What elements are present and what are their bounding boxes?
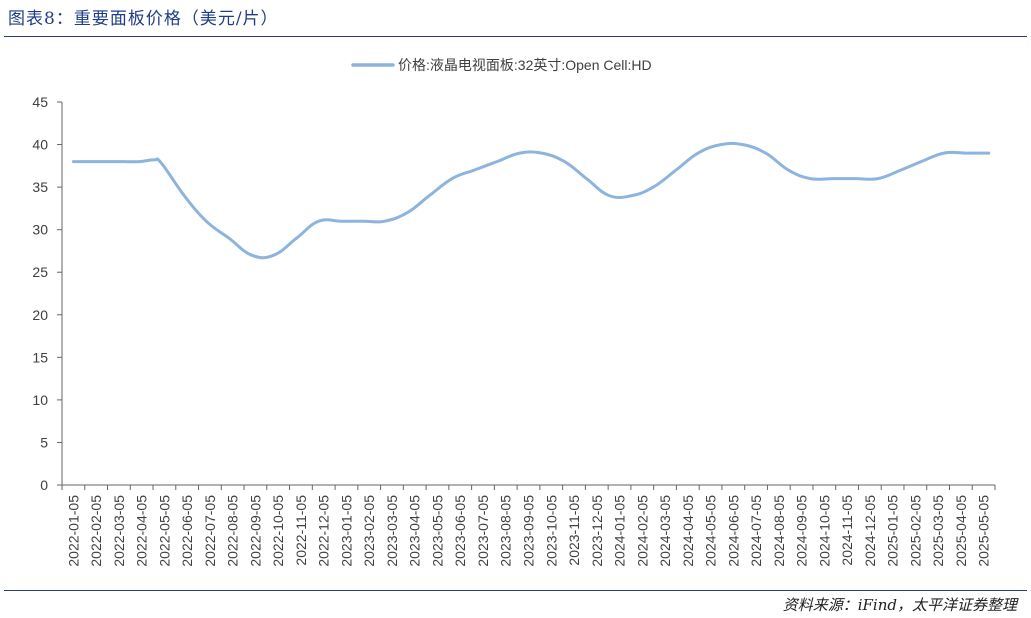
x-tick-label: 2024-03-05 — [657, 495, 673, 567]
figure-title: 图表8：重要面板价格（美元/片） — [8, 9, 279, 29]
x-tick-label: 2023-06-05 — [452, 495, 468, 567]
x-tick-label: 2023-09-05 — [521, 495, 537, 567]
bottom-rule — [4, 590, 1027, 591]
x-tick-label: 2022-04-05 — [134, 495, 150, 567]
y-tick-label: 30 — [32, 222, 48, 238]
x-tick-label: 2022-08-05 — [225, 495, 241, 567]
x-tick-label: 2023-08-05 — [498, 495, 514, 567]
x-tick-label: 2022-07-05 — [202, 495, 218, 567]
x-tick-label: 2024-01-05 — [612, 495, 628, 567]
x-tick-label: 2022-12-05 — [316, 495, 332, 567]
x-tick-label: 2024-08-05 — [771, 495, 787, 567]
y-tick-label: 5 — [40, 434, 48, 450]
x-tick-label: 2023-03-05 — [384, 495, 400, 567]
legend: 价格:液晶电视面板:32英寸:Open Cell:HD — [351, 57, 652, 73]
x-tick-label: 2023-10-05 — [543, 495, 559, 567]
source-note: 资料来源：iFind，太平洋证券整理 — [782, 596, 1017, 614]
x-tick-label: 2024-05-05 — [703, 495, 719, 567]
x-tick-label: 2022-09-05 — [247, 495, 263, 567]
x-tick-label: 2025-02-05 — [907, 495, 923, 567]
y-tick-label: 20 — [32, 307, 48, 323]
x-tick-label: 2025-03-05 — [930, 495, 946, 567]
x-tick-label: 2023-02-05 — [361, 495, 377, 567]
x-tick-label: 2024-11-05 — [839, 495, 855, 566]
x-tick-label: 2023-04-05 — [407, 495, 423, 567]
x-tick-label: 2024-02-05 — [634, 495, 650, 567]
x-tick-label: 2024-09-05 — [794, 495, 810, 567]
x-tick-label: 2024-10-05 — [816, 495, 832, 567]
x-tick-label: 2022-05-05 — [156, 495, 172, 567]
x-tick-label: 2022-11-05 — [293, 495, 309, 566]
x-tick-label: 2024-12-05 — [862, 495, 878, 567]
x-tick-label: 2022-02-05 — [88, 495, 104, 567]
x-tick-label: 2025-04-05 — [953, 495, 969, 567]
y-tick-label: 35 — [32, 179, 48, 195]
x-tick-label: 2022-01-05 — [65, 495, 81, 567]
x-tick-label: 2023-12-05 — [589, 495, 605, 567]
y-tick-label: 25 — [32, 264, 48, 280]
legend-label: 价格:液晶电视面板:32英寸:Open Cell:HD — [398, 57, 652, 73]
x-tick-label: 2022-06-05 — [179, 495, 195, 567]
x-tick-label: 2025-01-05 — [885, 495, 901, 567]
y-tick-label: 40 — [32, 137, 48, 153]
x-tick-label: 2023-01-05 — [338, 495, 354, 567]
line-chart: 价格:液晶电视面板:32英寸:Open Cell:HD 0 5 10 15 20 25 30… — [32, 57, 996, 567]
x-tick-label: 2023-07-05 — [475, 495, 491, 567]
x-tick-label: 2024-04-05 — [680, 495, 696, 567]
y-axis-ticks: 0 5 10 15 20 25 30 35 40 45 — [32, 94, 62, 493]
x-tick-label: 2023-11-05 — [566, 495, 582, 566]
series-line — [71, 141, 991, 260]
x-tick-label: 2023-05-05 — [429, 495, 445, 567]
y-tick-label: 45 — [32, 94, 48, 110]
x-axis-ticks: 2022-01-05 2022-02-05 2022-03-05 2022-04-05… — [61, 485, 996, 567]
y-tick-label: 0 — [40, 477, 48, 493]
x-tick-label: 2025-05-05 — [976, 495, 992, 567]
top-rule — [4, 36, 1027, 37]
axes — [61, 102, 995, 486]
y-tick-label: 15 — [32, 349, 48, 365]
x-tick-label: 2022-10-05 — [270, 495, 286, 567]
x-tick-label: 2024-06-05 — [725, 495, 741, 567]
x-tick-label: 2022-03-05 — [111, 495, 127, 567]
x-tick-label: 2024-07-05 — [748, 495, 764, 567]
y-tick-label: 10 — [32, 392, 48, 408]
